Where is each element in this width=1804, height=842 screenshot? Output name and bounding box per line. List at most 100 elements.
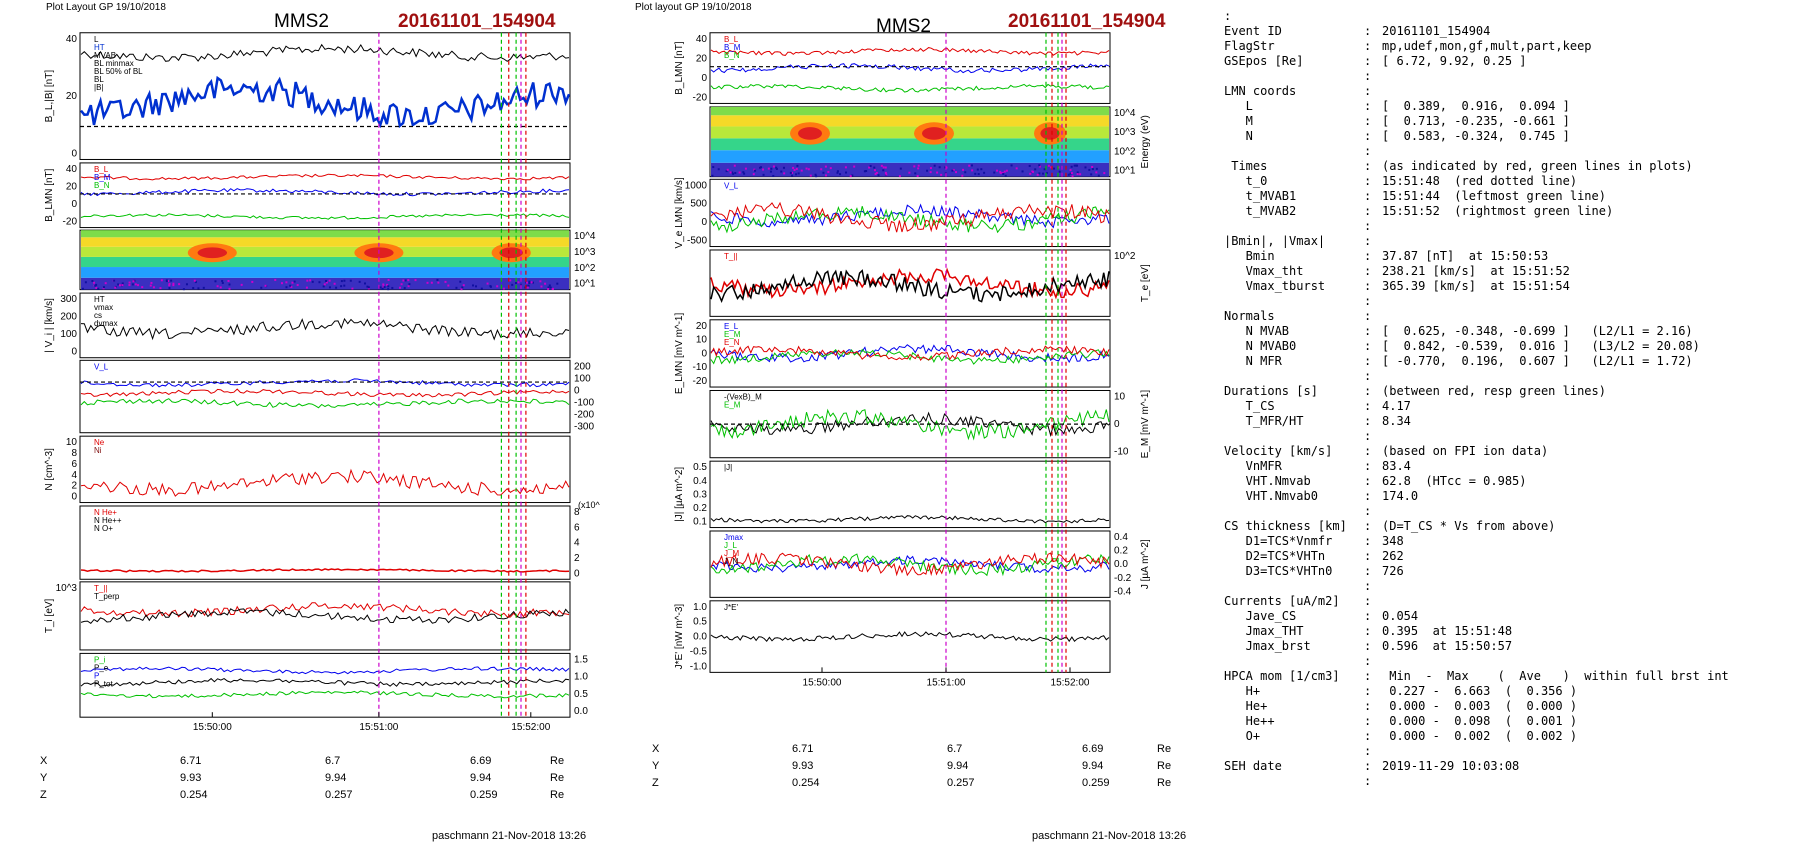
spectrogram-speckle	[1036, 173, 1039, 176]
info-row: H+: 0.227 - 6.663 ( 0.356 )	[1224, 684, 1799, 699]
spectrogram-speckle	[1031, 170, 1034, 173]
info-colon: :	[1364, 744, 1372, 758]
axis-tick-label: 0	[701, 217, 707, 228]
spectrogram-speckle	[531, 281, 534, 284]
spectrogram-core	[922, 127, 946, 140]
spectrogram-speckle	[1043, 168, 1046, 171]
right-plot-header-label: Plot layout GP 19/10/2018	[635, 2, 752, 13]
coord-unit: Re	[550, 772, 565, 784]
spectrogram-speckle	[759, 166, 762, 169]
info-row: Times: (as indicated by red, green lines …	[1224, 159, 1799, 174]
info-colon: :	[1364, 264, 1372, 278]
spectrogram-speckle	[868, 166, 871, 169]
axis-tick-label: 10^3	[56, 583, 78, 594]
spectrogram-speckle	[1084, 166, 1087, 169]
spectrogram-speckle	[780, 170, 783, 173]
info-row: N MVAB0: [ 0.842, -0.539, 0.016 ] (L3/L2 …	[1224, 339, 1799, 354]
axis-tick-label: 10	[1114, 391, 1126, 402]
spectrogram-speckle	[197, 287, 200, 290]
spectrogram-speckle	[1047, 164, 1050, 167]
axis-tick-label: 300	[60, 294, 77, 305]
axis-tick-label: 0	[574, 385, 580, 396]
spectrogram-speckle	[216, 285, 219, 288]
info-value: (based on FPI ion data)	[1382, 444, 1549, 458]
info-value: [ 0.842, -0.539, 0.016 ] (L3/L2 = 20.08)	[1382, 339, 1700, 353]
spectrogram-speckle	[1088, 168, 1091, 171]
spectrogram-band	[81, 267, 569, 278]
info-row: :	[1224, 69, 1799, 84]
spectrogram-speckle	[822, 171, 825, 174]
info-value: 8.34	[1382, 414, 1411, 428]
spectrogram-speckle	[528, 280, 531, 283]
spectrogram-speckle	[964, 171, 967, 174]
spectrogram-speckle	[134, 283, 137, 286]
legend-entry: B_N	[724, 51, 740, 60]
right-plot-footer: paschmann 21-Nov-2018 13:26	[1032, 830, 1187, 842]
axis-label: Energy (eV)	[1140, 115, 1151, 168]
spectrogram-speckle	[726, 168, 729, 171]
axis-tick-label: 1000	[685, 180, 708, 191]
spectrogram-speckle	[240, 283, 243, 286]
axis-tick-label: 20	[66, 181, 78, 192]
legend-entry: T_||	[94, 584, 108, 593]
axis-label: |J| [µA m^-2]	[674, 467, 685, 522]
info-row: L: [ 0.389, 0.916, 0.094 ]	[1224, 99, 1799, 114]
legend-entry: L	[94, 35, 99, 44]
spectrogram-speckle	[908, 171, 911, 174]
info-row: CS thickness [km]: (D=T_CS * Vs from abov…	[1224, 519, 1799, 534]
spectrogram-speckle	[884, 171, 887, 174]
info-row: GSEpos [Re]: [ 6.72, 9.92, 0.25 ]	[1224, 54, 1799, 69]
spectrogram-speckle	[1034, 168, 1037, 171]
spectrogram-speckle	[1103, 172, 1106, 175]
series-line	[80, 75, 571, 129]
coord-value: 6.71	[792, 743, 814, 755]
spectrogram-speckle	[527, 284, 530, 287]
spectrogram-speckle	[845, 171, 848, 174]
legend-entry: J_M	[724, 549, 739, 558]
spectrogram-speckle	[772, 174, 775, 177]
spectrogram-speckle	[168, 287, 171, 290]
spectrogram-speckle	[193, 279, 196, 282]
spectrogram-speckle	[150, 281, 153, 284]
spectrogram-speckle	[1057, 166, 1060, 169]
spectrogram-speckle	[437, 281, 440, 284]
info-colon: :	[1364, 339, 1372, 353]
info-row: VHT.Nmvab:62.8 (HTcc = 0.985)	[1224, 474, 1799, 489]
spectrogram-speckle	[1095, 167, 1098, 170]
series-line	[80, 468, 570, 497]
spectrogram-speckle	[983, 171, 986, 174]
spectrogram-speckle	[128, 281, 131, 284]
panel-7: 0.5 0.4 0.3 0.2 0.1 |J| [µA m^-2] |J|	[674, 460, 1111, 529]
spectrogram-speckle	[796, 164, 799, 167]
spectrogram-speckle	[328, 286, 331, 289]
spectrogram-speckle	[974, 172, 977, 175]
axis-tick-label: 0	[71, 347, 77, 358]
axis-label: T_i [eV]	[44, 598, 55, 633]
panel-frame	[79, 359, 571, 434]
axis-tick-label: 0.5	[693, 462, 707, 473]
spectrogram-speckle	[971, 169, 974, 172]
spectrogram-speckle	[1070, 165, 1073, 168]
legend-entry: J*E'	[724, 603, 738, 612]
coord-value: 9.94	[947, 760, 969, 772]
axis-tick-label: 0.0	[574, 706, 588, 717]
left-event-id: 20161101_154904	[398, 11, 556, 32]
series-line	[710, 201, 1110, 233]
coord-value: 0.254	[180, 789, 208, 801]
series-line	[710, 269, 1110, 303]
info-value: 262	[1382, 549, 1404, 563]
coord-value: 0.257	[325, 789, 353, 801]
info-label: t_0	[1224, 174, 1268, 188]
spectrogram-speckle	[95, 283, 98, 286]
spectrogram-speckle	[874, 173, 877, 176]
coord-label: X	[652, 743, 660, 755]
info-value: [ 0.625, -0.348, -0.699 ] (L2/L1 = 2.16)	[1382, 324, 1693, 338]
info-colon: :	[1364, 84, 1372, 98]
info-value: 0.227 - 6.663 ( 0.356 )	[1382, 684, 1578, 698]
axis-label: T_e [eV]	[1140, 264, 1151, 302]
info-colon: :	[1364, 669, 1372, 683]
spectrogram-speckle	[933, 164, 936, 167]
axis-tick-label: 0	[1114, 419, 1120, 430]
spectrogram-speckle	[717, 168, 720, 171]
coord-value: 6.69	[1082, 743, 1104, 755]
